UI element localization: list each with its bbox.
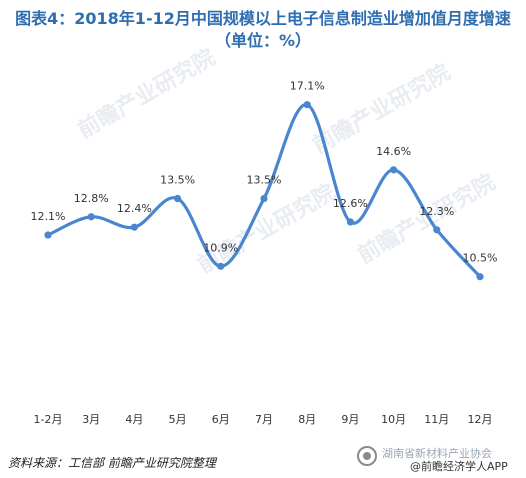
data-point	[303, 101, 311, 109]
data-point	[476, 273, 484, 281]
data-point	[174, 194, 182, 203]
data-label: 12.6%	[333, 197, 368, 210]
data-point	[130, 223, 138, 231]
data-label: 10.9%	[203, 241, 238, 254]
data-label: 12.8%	[74, 192, 109, 205]
x-tick-label: 6月	[212, 413, 230, 426]
data-point	[433, 226, 441, 234]
x-tick-label: 9月	[341, 413, 359, 426]
data-point	[390, 166, 398, 174]
chart-subtitle: （单位：%）	[214, 31, 312, 50]
data-label: 13.5%	[247, 174, 282, 187]
x-tick-label: 3月	[82, 413, 100, 426]
x-tick-label: 7月	[255, 413, 273, 426]
x-tick-label: 10月	[381, 413, 406, 426]
data-label: 12.3%	[419, 205, 454, 218]
source-note: 资料来源：工信部 前瞻产业研究院整理	[8, 456, 216, 470]
data-label: 13.5%	[160, 174, 195, 187]
x-tick-label: 11月	[424, 413, 449, 426]
x-tick-label: 1-2月	[34, 413, 63, 426]
data-labels: 12.1% 12.8% 12.4% 13.5% 10.9% 13.5% 17.1% 12.6%…	[31, 80, 498, 265]
data-label: 17.1%	[290, 80, 325, 93]
data-point	[87, 213, 95, 221]
brand-app: @前瞻经济学人APP	[410, 460, 508, 473]
series-line	[46, 103, 482, 279]
data-label: 12.1%	[31, 210, 66, 223]
watermark-text: 前瞻产业研究院	[73, 44, 219, 144]
watermark-text: 前瞻产业研究院	[308, 59, 454, 159]
data-label: 12.4%	[117, 202, 152, 215]
wechat-logo-icon	[357, 446, 377, 466]
data-point	[217, 262, 225, 270]
x-tick-label: 12月	[468, 413, 493, 426]
chart-title-block: 图表4：2018年1-12月中国规模以上电子信息制造业增加值月度增速 （单位：%…	[0, 8, 526, 52]
x-tick-label: 4月	[125, 413, 143, 426]
chart-title: 图表4：2018年1-12月中国规模以上电子信息制造业增加值月度增速	[15, 9, 511, 28]
data-point	[346, 218, 354, 226]
x-tick-label: 5月	[169, 413, 187, 426]
data-point	[44, 231, 52, 239]
data-label: 10.5%	[463, 252, 498, 265]
data-label: 14.6%	[376, 145, 411, 158]
footer-brand: 湖南省新材料产业协会 @前瞻经济学人APP	[350, 445, 520, 475]
data-point	[260, 194, 268, 203]
data-points	[44, 101, 484, 281]
x-axis-ticks: 1-2月 3月 4月 5月 6月 7月 8月 9月 10月 11月 12月	[34, 413, 493, 426]
brand-association: 湖南省新材料产业协会	[382, 447, 492, 460]
x-tick-label: 8月	[298, 413, 316, 426]
